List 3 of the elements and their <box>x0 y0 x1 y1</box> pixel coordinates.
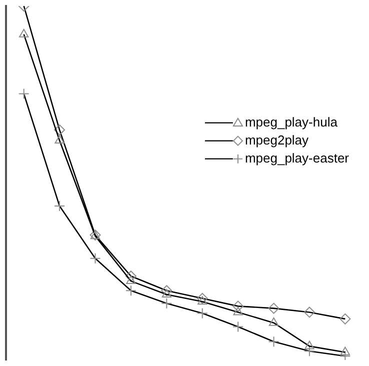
legend-label: mpeg2play <box>244 132 310 148</box>
legend-label: mpeg_play-easter <box>244 150 350 166</box>
legend-label: mpeg_play-hula <box>244 114 338 130</box>
